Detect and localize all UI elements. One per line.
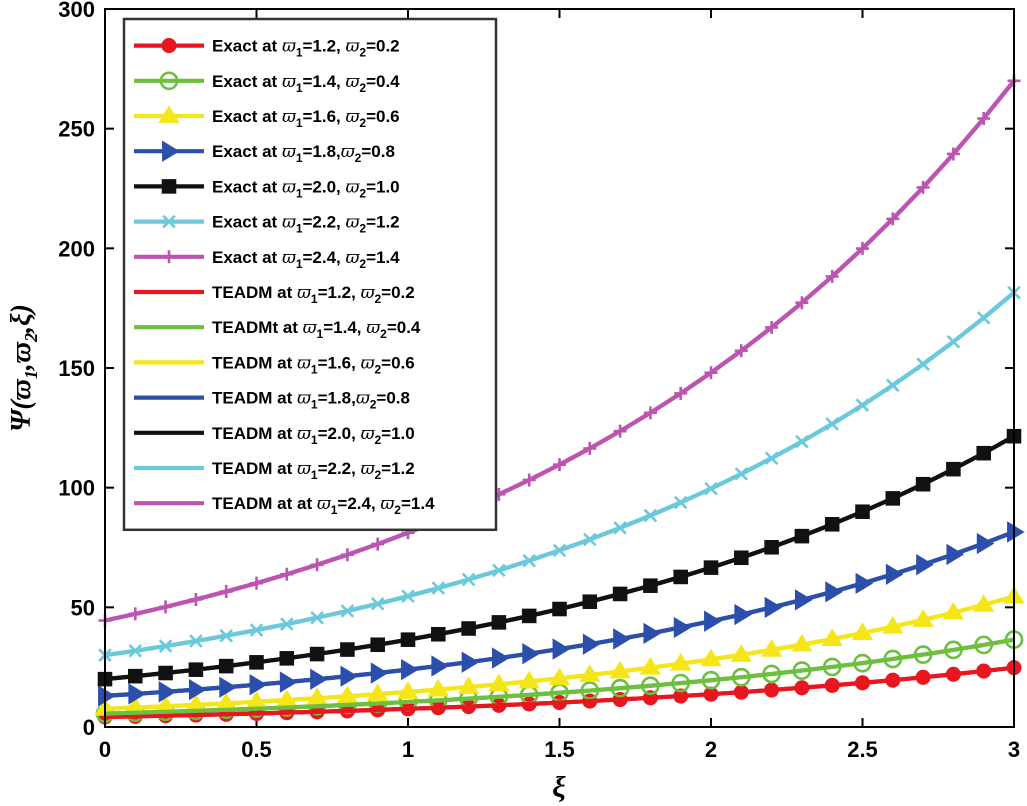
data-point (162, 214, 176, 229)
x-tick-label: 1.5 (544, 737, 575, 762)
legend-label: TEADM at ϖ1=2.0, ϖ2=1.0 (212, 424, 415, 447)
legend-label: TEADM at ϖ1=1.8,ϖ2=0.8 (212, 389, 410, 412)
legend-entry: TEADM at ϖ1=1.8,ϖ2=0.8 (134, 389, 410, 412)
legend-label: Exact at ϖ1=2.4, ϖ2=1.4 (212, 248, 400, 271)
series-group (94, 74, 1025, 725)
x-tick-label: 3 (1008, 737, 1020, 762)
series-line (104, 290, 1016, 658)
legend-entry: Exact at ϖ1=2.2, ϖ2=1.2 (134, 213, 400, 236)
y-tick-label: 200 (58, 236, 95, 261)
legend-label: Exact at ϖ1=1.8,ϖ2=0.8 (212, 142, 395, 165)
x-tick-label: 2 (705, 737, 717, 762)
series-line (104, 637, 1015, 716)
series-11 (104, 529, 1015, 698)
x-tick-label: 0.5 (241, 737, 272, 762)
series-line (104, 434, 1016, 682)
series-13 (104, 290, 1016, 658)
y-axis-label: Ψ(ϖ1,ϖ2,ξ) (6, 304, 41, 432)
series-14 (104, 79, 1016, 623)
legend: Exact at ϖ1=1.2, ϖ2=0.2 Exact at ϖ1=1.4, … (122, 17, 498, 532)
tick-labels: 0 0.5 1 1.5 2 2.5 3 0 50 100 150 200 250 300 (58, 0, 1020, 762)
legend-label: TEADM at ϖ1=1.2, ϖ2=0.2 (212, 283, 415, 306)
legend-entry: Exact at ϖ1=1.6, ϖ2=0.6 (134, 105, 400, 130)
y-tick-label: 250 (58, 117, 95, 142)
legend-label: TEADM at at ϖ1=2.4, ϖ2=1.4 (212, 494, 435, 517)
legend-label: TEADM at ϖ1=2.2, ϖ2=1.2 (212, 459, 415, 482)
data-point (161, 179, 177, 194)
x-tick-label: 2.5 (847, 737, 878, 762)
legend-entry: TEADM at ϖ1=1.6, ϖ2=0.6 (134, 353, 415, 376)
data-point (162, 140, 180, 162)
data-point (161, 38, 177, 54)
legend-entry: TEADM at at ϖ1=2.4, ϖ2=1.4 (134, 494, 435, 517)
series-10 (104, 594, 1015, 711)
legend-box (122, 17, 498, 532)
legend-entry: TEADM at ϖ1=2.2, ϖ2=1.2 (134, 459, 415, 482)
data-point (1007, 521, 1025, 543)
y-tick-label: 100 (58, 476, 95, 501)
legend-label: TEADM at ϖ1=1.6, ϖ2=0.6 (212, 353, 415, 376)
legend-entry: TEADM at ϖ1=2.0, ϖ2=1.0 (134, 424, 415, 447)
legend-label: TEADMt at ϖ1=1.4, ϖ2=0.4 (212, 318, 421, 341)
y-tick-label: 50 (71, 595, 95, 620)
series-line (104, 79, 1016, 623)
legend-label: Exact at ϖ1=1.6, ϖ2=0.6 (212, 107, 400, 130)
series-9 (104, 637, 1015, 716)
y-tick-label: 300 (58, 0, 95, 22)
legend-entry: Exact at ϖ1=2.0, ϖ2=1.0 (134, 177, 400, 200)
x-tick-label: 1 (402, 737, 414, 762)
series-line (104, 665, 1015, 720)
legend-label: Exact at ϖ1=1.2, ϖ2=0.2 (212, 37, 400, 60)
legend-entry: Exact at ϖ1=1.4, ϖ2=0.4 (134, 71, 400, 95)
x-axis-label: ξ (552, 771, 566, 804)
y-tick-label: 150 (58, 356, 95, 381)
plot-frame (104, 8, 1015, 728)
legend-entry: TEADMt at ϖ1=1.4, ϖ2=0.4 (134, 318, 421, 341)
legend-entry: Exact at ϖ1=1.8,ϖ2=0.8 (134, 140, 395, 165)
data-point (159, 71, 179, 91)
legend-entry: TEADM at ϖ1=1.2, ϖ2=0.2 (134, 283, 415, 306)
data-point (162, 250, 176, 264)
series-12 (104, 434, 1016, 682)
data-point (158, 105, 180, 123)
legend-entry: Exact at ϖ1=2.4, ϖ2=1.4 (134, 248, 400, 271)
legend-label: Exact at ϖ1=2.2, ϖ2=1.2 (212, 213, 400, 236)
x-tick-label: 0 (99, 737, 111, 762)
legend-label: Exact at ϖ1=1.4, ϖ2=0.4 (212, 72, 400, 95)
series-line (104, 529, 1015, 698)
y-tick-label: 0 (83, 715, 95, 740)
series-line (104, 594, 1015, 711)
legend-label: Exact at ϖ1=2.0, ϖ2=1.0 (212, 177, 400, 200)
series-8 (104, 665, 1015, 720)
legend-entry: Exact at ϖ1=1.2, ϖ2=0.2 (134, 37, 400, 60)
